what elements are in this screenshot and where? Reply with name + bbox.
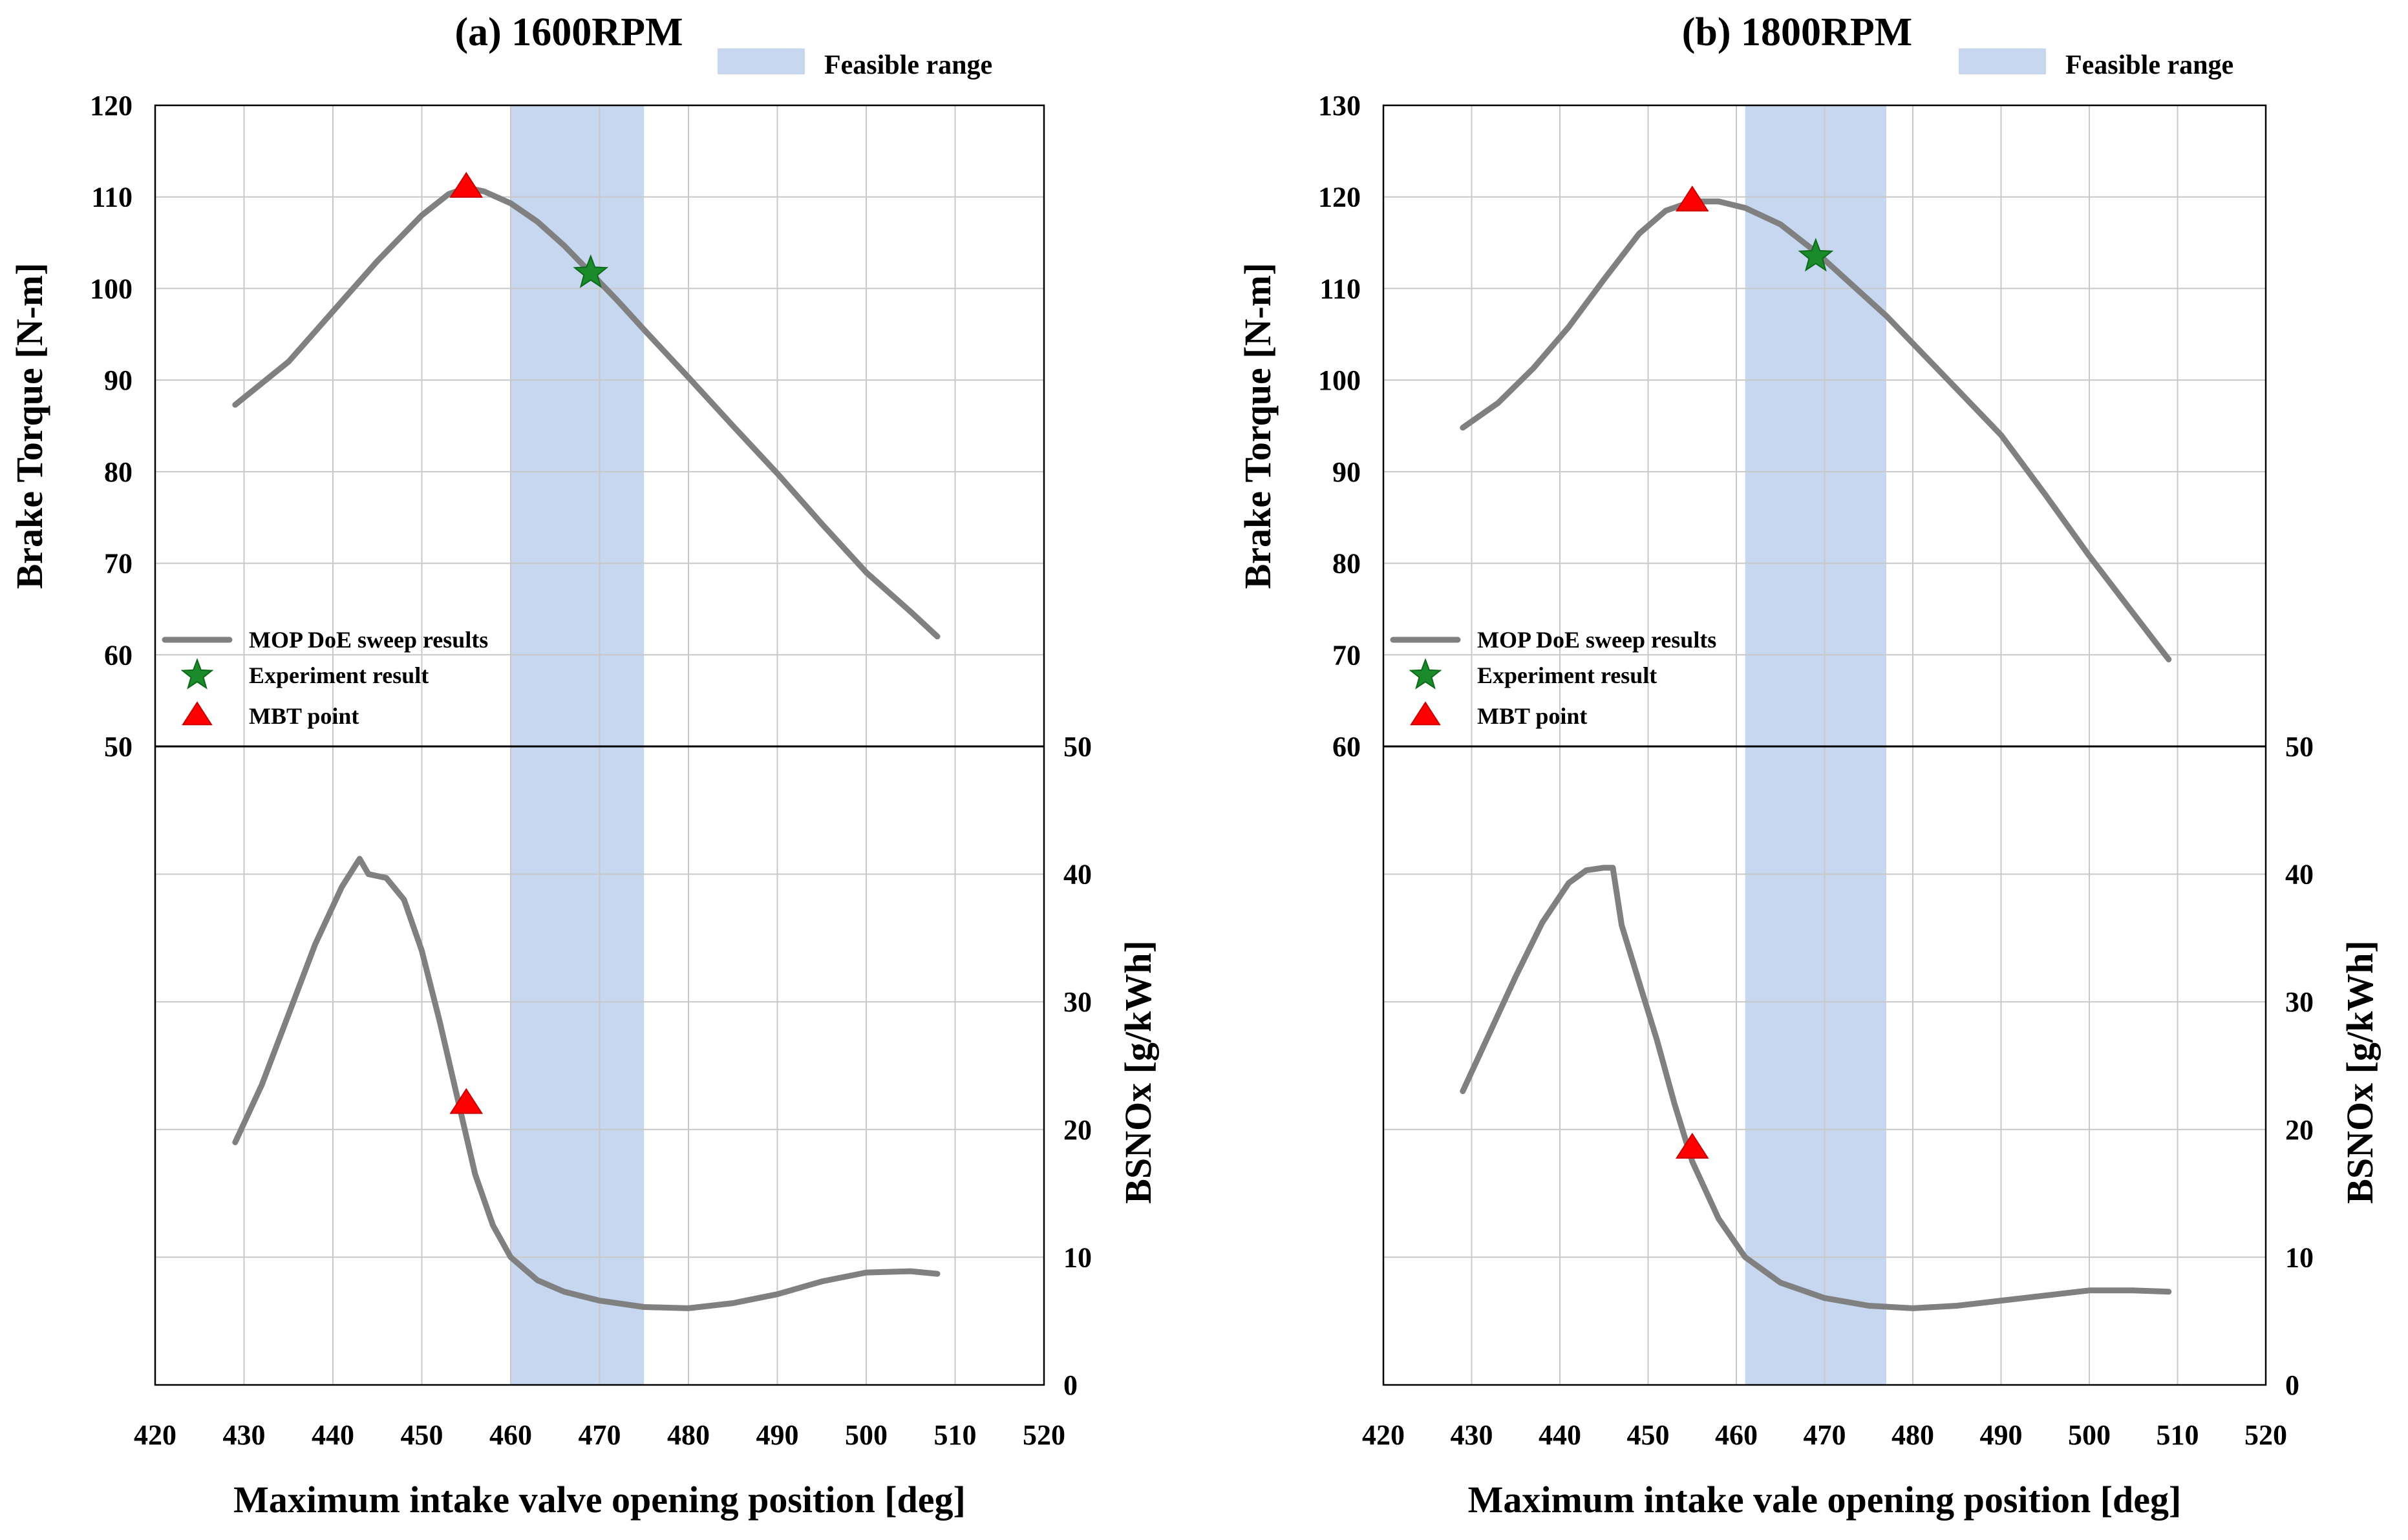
y-axis-title-bottom: BSNOx [g/kWh] — [1117, 940, 1159, 1204]
x-tick-label: 440 — [1539, 1419, 1581, 1451]
y-tick-label-top: 120 — [1318, 182, 1361, 213]
legend-triangle-swatch — [182, 701, 213, 726]
legend-label-experiment: Experiment result — [1477, 662, 1657, 688]
feasible-range-legend-label: Feasible range — [824, 50, 992, 80]
x-tick-label: 480 — [667, 1419, 710, 1451]
x-tick-label: 510 — [934, 1419, 977, 1451]
plot-frame — [154, 104, 1045, 1386]
series-legend: MOP DoE sweep results Experiment result MB… — [1390, 627, 1716, 729]
x-tick-label: 430 — [223, 1419, 266, 1451]
y-tick-label-bottom: 20 — [2285, 1114, 2314, 1146]
y-tick-label-bottom: 30 — [2285, 986, 2314, 1018]
y-tick-label-top: 110 — [91, 182, 133, 213]
y-axis-title-top: Brake Torque [N-m] — [8, 263, 50, 589]
x-tick-label: 450 — [401, 1419, 443, 1451]
x-tick-label: 420 — [1362, 1419, 1405, 1451]
x-tick-label: 480 — [1891, 1419, 1934, 1451]
x-tick-label: 500 — [2068, 1419, 2111, 1451]
series-line-bottom — [1460, 865, 2172, 1311]
y-tick-label-top: 50 — [104, 731, 133, 763]
x-tick-label: 440 — [312, 1419, 354, 1451]
x-tick-label: 520 — [2244, 1419, 2287, 1451]
x-tick-label: 470 — [1804, 1419, 1846, 1451]
series-line-top — [232, 185, 941, 640]
x-tick-label: 490 — [1980, 1419, 2023, 1451]
feasible-range-band — [511, 105, 645, 1385]
x-tick-label: 470 — [579, 1419, 621, 1451]
x-tick-label: 490 — [756, 1419, 799, 1451]
y-tick-label-top: 70 — [1332, 639, 1361, 671]
x-tick-label: 430 — [1451, 1419, 1493, 1451]
x-tick-label: 420 — [134, 1419, 176, 1451]
mbt-point-marker-bottom — [449, 1088, 484, 1114]
y-tick-label-top: 130 — [1318, 90, 1361, 121]
x-tick-label: 510 — [2157, 1419, 2199, 1451]
x-tick-label: 450 — [1627, 1419, 1670, 1451]
legend-label-sweep: MOP DoE sweep results — [249, 627, 488, 653]
feasible-range-band — [1745, 105, 1887, 1385]
legend-label-mbt: MBT point — [1477, 703, 1587, 729]
y-tick-label-bottom: 30 — [1063, 986, 1092, 1018]
y-tick-label-bottom: 50 — [1063, 731, 1092, 763]
y-tick-label-top: 120 — [90, 90, 133, 121]
experiment-result-marker — [573, 254, 609, 288]
chart-a: 420 430 440 450 460 470 480 490 500 510 5205060708… — [8, 10, 1159, 1521]
y-tick-label-bottom: 10 — [2285, 1241, 2314, 1273]
y-tick-label-top: 90 — [104, 364, 133, 396]
mbt-point-marker-bottom — [1675, 1132, 1709, 1159]
chart-title: (a) 1600RPM — [455, 10, 683, 54]
y-tick-label-top: 70 — [104, 548, 133, 580]
mbt-point-marker-top — [1675, 185, 1709, 212]
legend-triangle-swatch — [1410, 701, 1441, 726]
x-tick-label: 500 — [845, 1419, 888, 1451]
chart-b: 420 430 440 450 460 470 480 490 500 510 5206070809… — [1237, 10, 2381, 1521]
y-tick-label-bottom: 40 — [2285, 859, 2314, 891]
y-tick-label-top: 110 — [1319, 273, 1361, 304]
plot-frame — [1382, 104, 2267, 1386]
y-tick-label-bottom: 10 — [1063, 1241, 1092, 1273]
legend-label-mbt: MBT point — [249, 703, 359, 729]
y-tick-label-top: 90 — [1332, 456, 1361, 488]
chart-title: (b) 1800RPM — [1682, 10, 1912, 54]
legend-star-swatch — [180, 658, 214, 690]
y-tick-label-top: 60 — [104, 639, 133, 671]
y-tick-label-top: 80 — [1332, 548, 1361, 580]
y-tick-label-bottom: 40 — [1063, 859, 1092, 891]
x-axis-title: Maximum intake valve opening position [d… — [233, 1479, 966, 1521]
series-line-top — [1460, 198, 2172, 662]
y-tick-label-bottom: 50 — [2285, 731, 2314, 763]
series-legend: MOP DoE sweep results Experiment result MB… — [162, 627, 488, 729]
y-tick-label-top: 80 — [104, 456, 133, 488]
legend-star-swatch — [1409, 658, 1442, 690]
y-tick-label-bottom: 0 — [1063, 1369, 1078, 1401]
y-tick-label-top: 100 — [1318, 364, 1361, 396]
x-tick-label: 460 — [489, 1419, 532, 1451]
y-tick-label-bottom: 20 — [1063, 1114, 1092, 1146]
legend-label-sweep: MOP DoE sweep results — [1477, 627, 1716, 653]
mbt-point-marker-top — [449, 171, 484, 198]
y-tick-label-bottom: 0 — [2285, 1369, 2299, 1401]
experiment-result-marker — [1798, 237, 1834, 272]
x-axis-title: Maximum intake vale opening position [de… — [1468, 1479, 2182, 1521]
y-axis-title-bottom: BSNOx [g/kWh] — [2339, 940, 2381, 1204]
x-tick-label: 520 — [1023, 1419, 1065, 1451]
x-tick-label: 460 — [1715, 1419, 1758, 1451]
y-tick-label-top: 100 — [90, 273, 133, 304]
feasible-range-legend-label: Feasible range — [2065, 50, 2233, 80]
y-axis-title-top: Brake Torque [N-m] — [1237, 263, 1279, 589]
y-tick-label-top: 60 — [1332, 731, 1361, 763]
series-line-bottom — [232, 856, 941, 1311]
feasible-range-legend-swatch — [1959, 48, 2046, 74]
feasible-range-legend-swatch — [718, 48, 805, 74]
legend-label-experiment: Experiment result — [249, 662, 429, 688]
